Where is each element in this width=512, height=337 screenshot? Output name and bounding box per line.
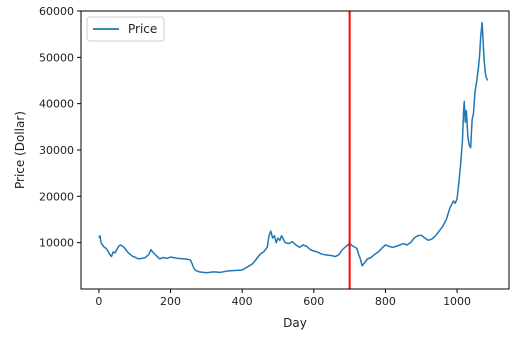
x-tick-label-4: 800 xyxy=(375,295,396,308)
y-tick-label-3: 40000 xyxy=(39,98,74,111)
y-tick-label-5: 60000 xyxy=(39,5,74,18)
y-tick-label-0: 10000 xyxy=(39,237,74,250)
x-tick-label-5: 1000 xyxy=(443,295,471,308)
legend: Price xyxy=(86,16,165,42)
x-tick-label-1: 200 xyxy=(160,295,181,308)
x-tick-label-0: 0 xyxy=(95,295,102,308)
legend-label-price: Price xyxy=(128,22,157,36)
x-tick-label-2: 400 xyxy=(232,295,253,308)
x-tick-label-3: 600 xyxy=(303,295,324,308)
y-tick-label-1: 20000 xyxy=(39,190,74,203)
y-tick-label-4: 50000 xyxy=(39,51,74,64)
legend-box xyxy=(86,16,165,42)
plot-area xyxy=(81,11,509,289)
x-axis-label: Day xyxy=(283,316,307,330)
y-axis-label: Price (Dollar) xyxy=(13,111,27,189)
y-tick-label-2: 30000 xyxy=(39,144,74,157)
series-line-0 xyxy=(98,21,489,274)
